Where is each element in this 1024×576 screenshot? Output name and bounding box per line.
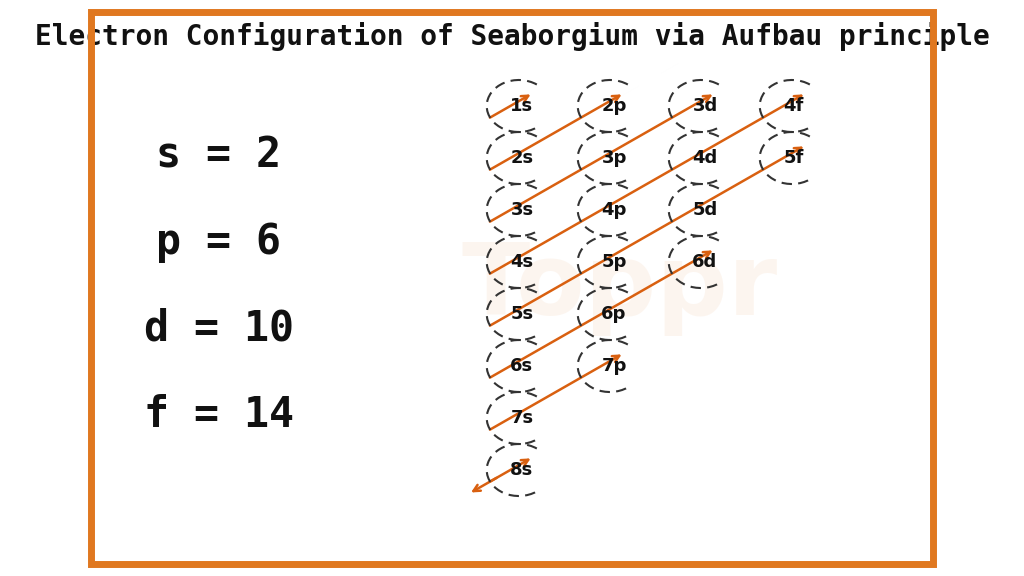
Text: 6s: 6s — [510, 357, 534, 375]
Text: 7p: 7p — [601, 357, 627, 375]
Text: 5p: 5p — [601, 253, 627, 271]
Text: 4f: 4f — [783, 97, 804, 115]
Text: 4d: 4d — [692, 149, 718, 167]
Text: 6d: 6d — [692, 253, 718, 271]
Text: 3d: 3d — [692, 97, 718, 115]
Text: 2s: 2s — [510, 149, 534, 167]
Text: 4p: 4p — [601, 201, 627, 219]
Text: 3s: 3s — [510, 201, 534, 219]
Text: p = 6: p = 6 — [156, 221, 282, 263]
Text: 6p: 6p — [601, 305, 627, 323]
Text: Electron Configuration of Seaborgium via Aufbau principle: Electron Configuration of Seaborgium via… — [35, 22, 989, 51]
Text: f = 14: f = 14 — [143, 394, 294, 435]
Text: 5f: 5f — [783, 149, 804, 167]
Text: 3p: 3p — [601, 149, 627, 167]
Text: 7s: 7s — [510, 409, 534, 427]
Text: s = 2: s = 2 — [156, 135, 282, 176]
Text: 2p: 2p — [601, 97, 627, 115]
Text: 1s: 1s — [510, 97, 534, 115]
Text: Toppr: Toppr — [462, 240, 778, 336]
Text: 5s: 5s — [510, 305, 534, 323]
Text: 5d: 5d — [692, 201, 718, 219]
Text: 8s: 8s — [510, 461, 534, 479]
Text: d = 10: d = 10 — [143, 308, 294, 349]
Text: 4s: 4s — [510, 253, 534, 271]
